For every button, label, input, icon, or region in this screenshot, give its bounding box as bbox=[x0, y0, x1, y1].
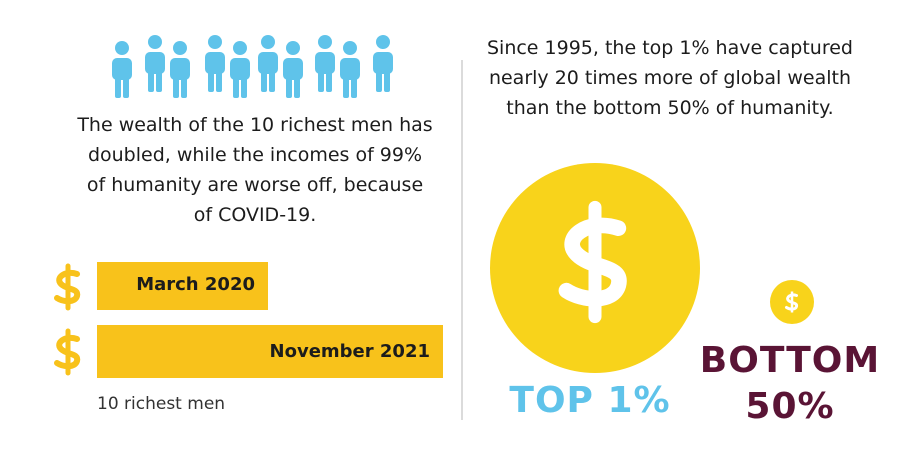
caption-line: of humanity are worse off, because bbox=[86, 174, 424, 196]
bottom-label-line: BOTTOM bbox=[699, 340, 881, 381]
bar-label: March 2020 bbox=[136, 274, 255, 295]
caption-line: Since 1995, the top 1% have captured bbox=[486, 37, 853, 59]
bar-label: November 2021 bbox=[269, 341, 430, 362]
small-coin bbox=[770, 280, 814, 324]
caption-line: of COVID-19. bbox=[193, 204, 317, 226]
right-caption: Since 1995, the top 1% have captured nea… bbox=[470, 33, 870, 123]
caption-line: The wealth of the 10 richest men has bbox=[77, 114, 433, 136]
dollar-icon bbox=[57, 266, 77, 308]
top-label: TOP 1% bbox=[509, 380, 671, 421]
bar-march bbox=[97, 262, 268, 310]
caption-line: nearly 20 times more of global wealth bbox=[488, 67, 852, 89]
caption-line: doubled, while the incomes of 99% bbox=[87, 144, 423, 166]
legend-text: 10 richest men bbox=[97, 394, 226, 414]
bar-november bbox=[97, 325, 443, 378]
bottom-label: BOTTOM 50% bbox=[690, 338, 890, 430]
left-caption: The wealth of the 10 richest men has dou… bbox=[55, 110, 455, 230]
dollar-icon bbox=[57, 331, 77, 373]
people-icons bbox=[112, 35, 393, 98]
caption-line: than the bottom 50% of humanity. bbox=[506, 97, 834, 119]
bottom-label-line: 50% bbox=[745, 386, 835, 427]
